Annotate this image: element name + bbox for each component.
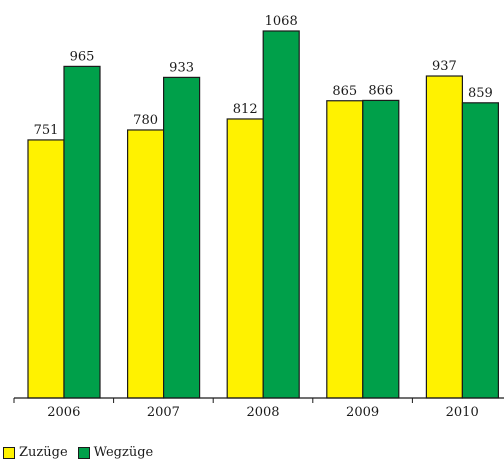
legend-item-zuzuege: Zuzüge bbox=[3, 445, 68, 460]
bar-zuzuege-2007 bbox=[126, 129, 165, 399]
legend: Zuzüge Wegzüge bbox=[3, 445, 163, 460]
legend-item-wegzuege: Wegzüge bbox=[77, 445, 154, 460]
bar-zuzuege-2008 bbox=[226, 118, 264, 399]
value-label-wegzuege-2006: 965 bbox=[70, 49, 95, 64]
bar-zuzuege-2006 bbox=[27, 139, 65, 399]
value-label-zuzuege-2007: 780 bbox=[133, 113, 158, 128]
value-label-wegzuege-2008: 1068 bbox=[265, 14, 298, 29]
value-label-wegzuege-2007: 933 bbox=[169, 60, 194, 75]
bar-wegzuege-2007 bbox=[163, 76, 201, 399]
value-label-wegzuege-2010: 859 bbox=[468, 86, 493, 101]
legend-label-zuzuege: Zuzüge bbox=[19, 445, 68, 460]
bar-zuzuege-2010 bbox=[425, 75, 463, 399]
bar-wegzuege-2010 bbox=[461, 102, 499, 399]
bar-wegzuege-2008 bbox=[262, 30, 300, 399]
legend-swatch-wegzuege bbox=[77, 446, 90, 459]
x-tick-label-2009: 2009 bbox=[346, 405, 379, 420]
value-label-zuzuege-2006: 751 bbox=[34, 123, 59, 138]
x-tick-label-2008: 2008 bbox=[246, 405, 279, 420]
bar-zuzuege-2009 bbox=[326, 100, 364, 399]
x-tick-label-2007: 2007 bbox=[147, 405, 180, 420]
bar-wegzuege-2009 bbox=[362, 99, 400, 399]
value-label-zuzuege-2009: 865 bbox=[332, 84, 357, 99]
legend-swatch-zuzuege bbox=[3, 446, 15, 459]
legend-label-wegzuege: Wegzüge bbox=[93, 445, 154, 460]
value-label-zuzuege-2010: 937 bbox=[432, 59, 457, 74]
value-label-zuzuege-2008: 812 bbox=[233, 102, 258, 117]
x-tick-label-2006: 2006 bbox=[47, 405, 80, 420]
bar-wegzuege-2006 bbox=[63, 65, 101, 399]
x-tick-label-2010: 2010 bbox=[446, 405, 479, 420]
value-label-wegzuege-2009: 866 bbox=[368, 83, 393, 98]
